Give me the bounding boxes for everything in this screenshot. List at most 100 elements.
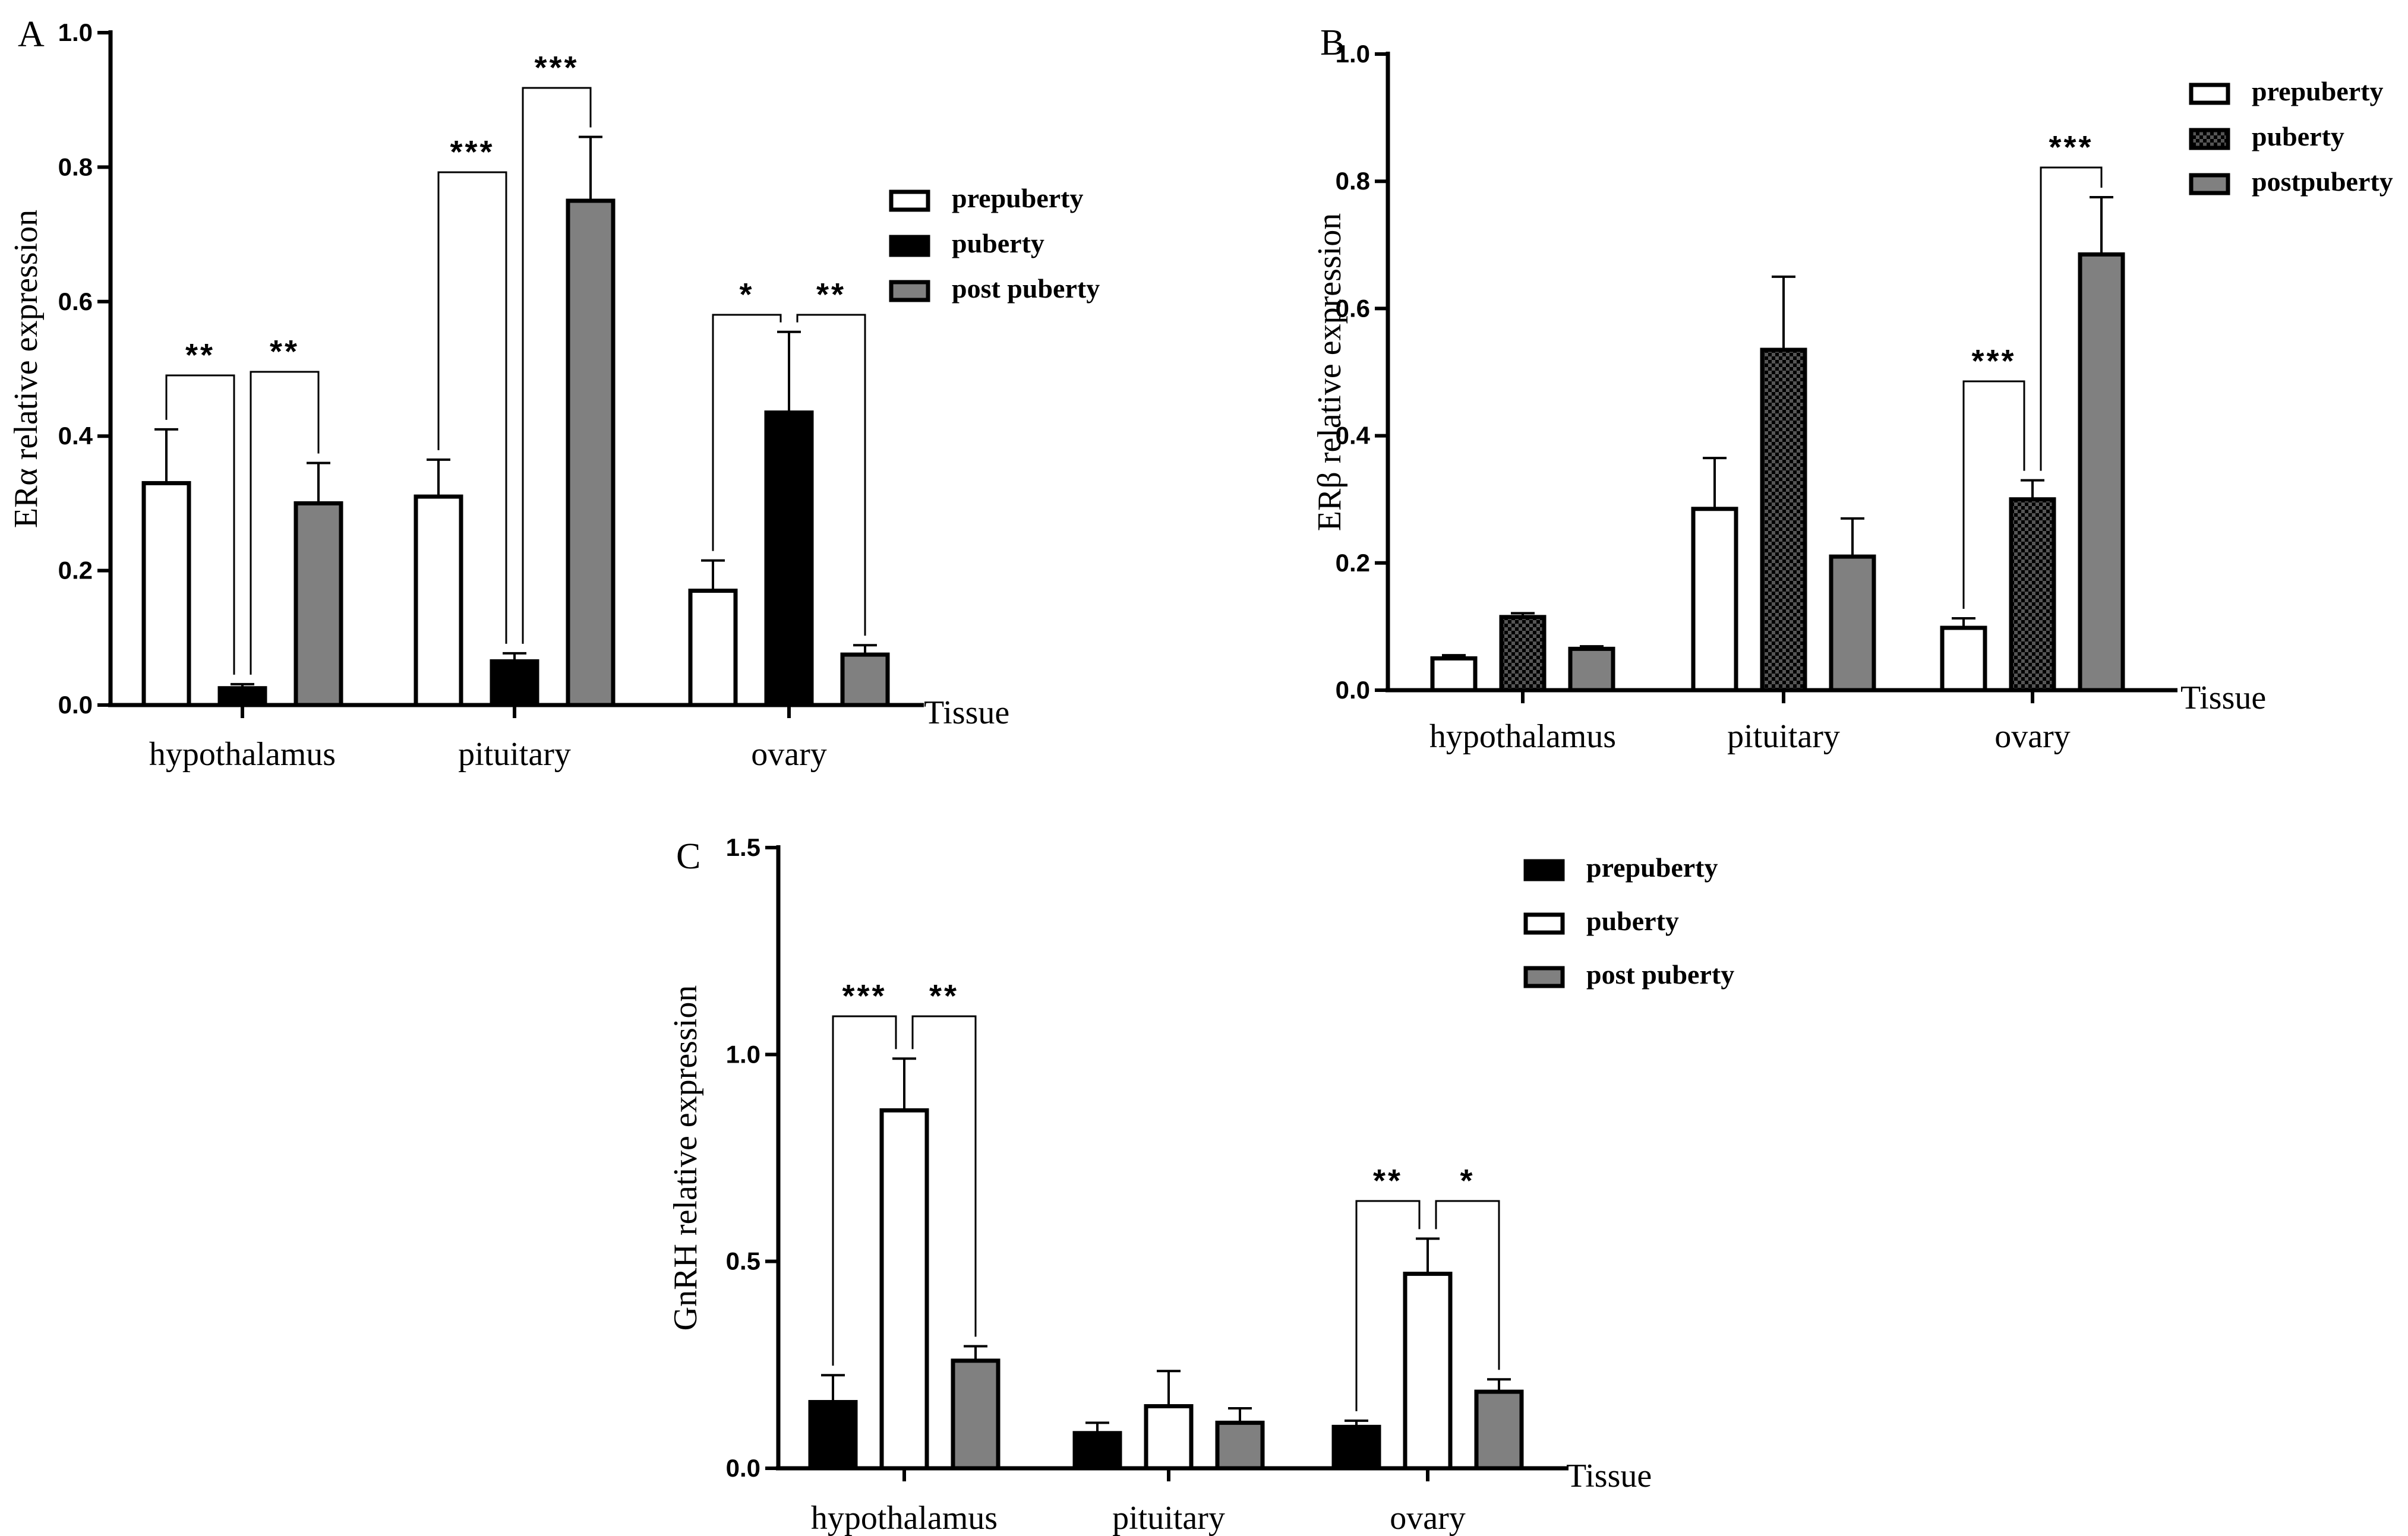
y-tick-label: 0.2 (1336, 549, 1370, 577)
legend-label: prepuberty (1586, 852, 1718, 883)
legend-swatch (889, 235, 930, 257)
y-axis-title: GnRH relative expression (667, 985, 704, 1331)
legend-swatch (2189, 83, 2230, 105)
y-tick-label: 0.8 (1336, 167, 1370, 195)
bar (764, 410, 814, 707)
significance-bracket (250, 371, 320, 675)
legend-swatch (1523, 912, 1565, 935)
legend-label: post puberty (1586, 959, 1734, 990)
legend-swatch (2189, 128, 2230, 150)
significance-label: *** (842, 978, 886, 1014)
y-tick-label: 0.0 (58, 691, 93, 719)
legend-label: puberty (2252, 121, 2344, 151)
significance-label: ** (929, 978, 959, 1014)
panel-c: C 0.0 0.5 1.0 1.5 Tissue GnRH relative express… (667, 833, 1734, 1536)
y-tick-label: 0.4 (58, 422, 93, 450)
significance-bracket (1435, 1200, 1500, 1370)
bar (1430, 656, 1478, 693)
bar (566, 198, 616, 707)
significance-bracket (1355, 1200, 1421, 1411)
category-label: hypothalamus (811, 1500, 998, 1536)
bar (840, 652, 890, 707)
bar (1474, 1389, 1524, 1471)
bar (951, 1358, 1001, 1471)
category-label: ovary (1390, 1500, 1466, 1536)
legend-label: post puberty (952, 273, 1100, 304)
significance-bracket (165, 374, 235, 675)
bar (217, 686, 267, 707)
bar (2078, 252, 2125, 693)
bar (1072, 1431, 1122, 1471)
significance-bracket (1962, 380, 2025, 609)
y-tick-label: 1.0 (726, 1040, 760, 1068)
category-label: hypothalamus (149, 736, 336, 773)
bar (1568, 646, 1615, 693)
category-label: ovary (1994, 718, 2071, 755)
bar (1403, 1272, 1453, 1471)
significance-label: *** (1971, 343, 2016, 379)
panel-a: A 0.0 0.2 0.4 0.6 0.8 1.0 Tissue ERα relative ex… (8, 14, 1100, 773)
bar (1215, 1420, 1265, 1471)
panel-letter: A (18, 14, 45, 55)
legend-label: puberty (1586, 906, 1679, 936)
panel-b: B 0.0 0.2 0.4 0.6 0.8 1.0 Tissue ERβ relative ex… (1311, 23, 2393, 755)
bar (1691, 507, 1738, 693)
bar (1331, 1424, 1381, 1471)
significance-bracket (712, 314, 782, 551)
panel-letter: B (1320, 23, 1345, 63)
bar (1499, 615, 1547, 693)
bar (141, 481, 191, 707)
bar (2009, 497, 2056, 693)
significance-label: *** (2049, 129, 2093, 165)
y-tick-label: 0.5 (726, 1247, 760, 1275)
bar (490, 659, 539, 707)
bar (688, 589, 738, 707)
y-tick-label: 1.0 (1336, 40, 1370, 68)
legend-label: prepuberty (2252, 76, 2384, 106)
x-axis-title: Tissue (1566, 1458, 1652, 1494)
legend-swatch (889, 280, 930, 302)
significance-bracket (796, 314, 866, 636)
significance-label: ** (270, 334, 299, 369)
significance-bracket (911, 1015, 977, 1337)
significance-bracket (832, 1015, 897, 1366)
y-axis-title: ERβ relative expression (1311, 213, 1348, 531)
significance-bracket (2040, 166, 2103, 471)
y-tick-label: 0.2 (58, 557, 93, 584)
significance-bracket (522, 87, 592, 644)
significance-label: * (1460, 1163, 1475, 1199)
category-label: ovary (751, 736, 827, 773)
significance-label: *** (450, 134, 494, 170)
y-tick-label: 0.4 (1336, 422, 1371, 450)
x-axis-title: Tissue (2180, 679, 2266, 716)
legend-label: prepuberty (952, 183, 1084, 213)
bar (414, 494, 463, 707)
category-label: pituitary (458, 736, 571, 773)
panel-letter: C (676, 836, 700, 877)
bar (1940, 625, 1987, 693)
category-label: pituitary (1727, 718, 1840, 755)
bar (1829, 554, 1876, 693)
y-tick-label: 0.8 (58, 153, 93, 181)
significance-label: * (739, 277, 754, 312)
legend-label: postpuberty (2252, 166, 2393, 197)
y-axis-title: ERα relative expression (8, 210, 45, 528)
significance-label: *** (534, 50, 579, 86)
x-axis-title: Tissue (924, 694, 1009, 731)
bar (879, 1108, 929, 1471)
bar (293, 501, 343, 707)
legend-swatch (889, 189, 930, 212)
legend-swatch (1523, 966, 1565, 988)
significance-label: ** (185, 337, 215, 373)
legend-swatch (2189, 173, 2230, 195)
y-tick-label: 0.0 (1336, 676, 1370, 704)
category-label: pituitary (1112, 1500, 1225, 1536)
y-tick-label: 1.5 (726, 833, 760, 861)
significance-bracket (437, 171, 507, 644)
y-tick-label: 0.6 (1336, 294, 1370, 322)
y-tick-label: 0.6 (58, 287, 93, 315)
legend-label: puberty (952, 228, 1044, 258)
significance-label: ** (816, 277, 846, 312)
bar (1144, 1404, 1194, 1471)
bar (808, 1400, 858, 1471)
